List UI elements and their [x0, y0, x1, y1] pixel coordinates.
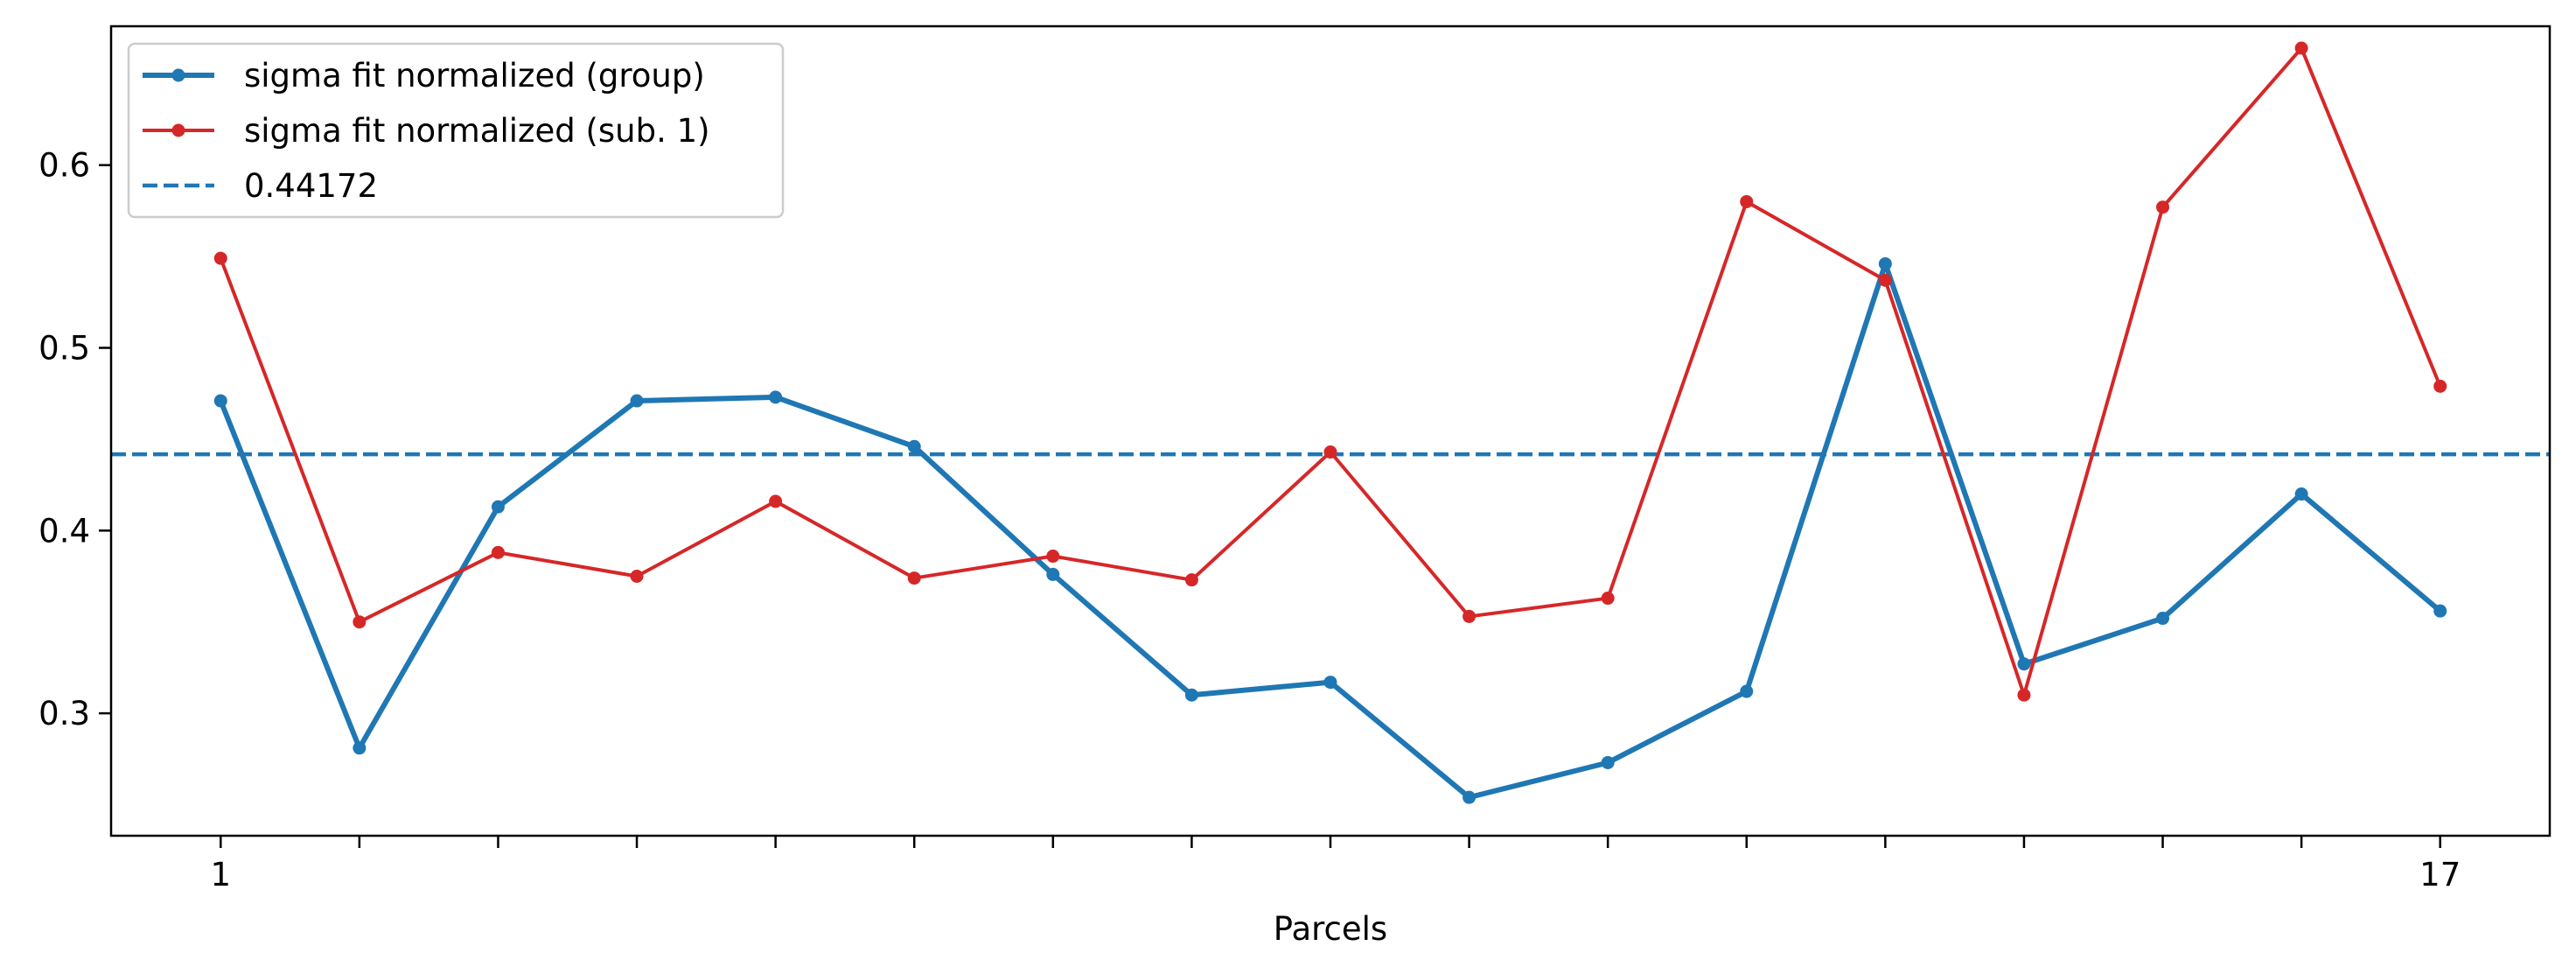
series-layer: [213, 41, 2447, 804]
legend-label: sigma fit normalized (sub. 1): [244, 112, 710, 150]
data-point: [1184, 688, 1198, 702]
data-point: [1046, 567, 1060, 581]
data-point: [2017, 657, 2031, 671]
data-point: [630, 394, 644, 408]
data-point: [213, 251, 227, 265]
data-point: [2156, 612, 2170, 626]
data-point: [769, 390, 783, 404]
data-point: [1463, 790, 1476, 804]
x-axis: 1 17: [211, 836, 2461, 893]
legend-entry: 0.44172: [143, 167, 378, 205]
data-point: [353, 741, 367, 755]
y-tick-label: 0.6: [38, 147, 90, 185]
data-point: [2017, 688, 2031, 702]
data-point: [2433, 379, 2447, 393]
data-point: [2156, 200, 2170, 214]
legend-label: sigma fit normalized (group): [244, 57, 705, 95]
data-point: [769, 494, 783, 508]
legend-box: [127, 42, 785, 219]
y-tick-label: 0.4: [38, 512, 90, 550]
x-tick-label: 1: [211, 856, 232, 893]
series-1: [213, 256, 2447, 804]
data-point: [1601, 592, 1615, 606]
data-point: [1601, 755, 1615, 769]
data-point: [491, 545, 505, 559]
data-point: [1740, 684, 1754, 698]
legend-marker: [171, 68, 185, 82]
y-tick-label: 0.3: [38, 695, 90, 732]
series-2: [213, 41, 2447, 702]
data-point: [907, 439, 921, 453]
data-point: [1878, 273, 1892, 287]
data-point: [1046, 550, 1060, 564]
legend: sigma fit normalized (group) sigma fit no…: [127, 42, 785, 219]
data-point: [1184, 573, 1198, 587]
legend-entry: sigma fit normalized (sub. 1): [143, 112, 710, 150]
data-point: [1323, 445, 1337, 459]
legend-label: 0.44172: [244, 167, 378, 205]
legend-entry: sigma fit normalized (group): [143, 57, 705, 95]
data-point: [1740, 194, 1754, 208]
data-point: [1463, 609, 1476, 623]
y-tick-label: 0.5: [38, 329, 90, 367]
data-point: [2294, 41, 2308, 55]
data-point: [907, 571, 921, 585]
data-point: [353, 615, 367, 629]
data-point: [630, 569, 644, 583]
x-tick-label: 17: [2419, 856, 2461, 893]
y-axis: 0.3 0.4 0.5 0.6: [38, 147, 111, 732]
data-point: [2294, 487, 2308, 501]
data-point: [491, 500, 505, 514]
data-point: [213, 394, 227, 408]
x-axis-title: Parcels: [1274, 910, 1387, 948]
data-point: [1323, 676, 1337, 690]
data-point: [2433, 604, 2447, 618]
legend-marker: [171, 123, 185, 137]
data-point: [1878, 256, 1892, 270]
